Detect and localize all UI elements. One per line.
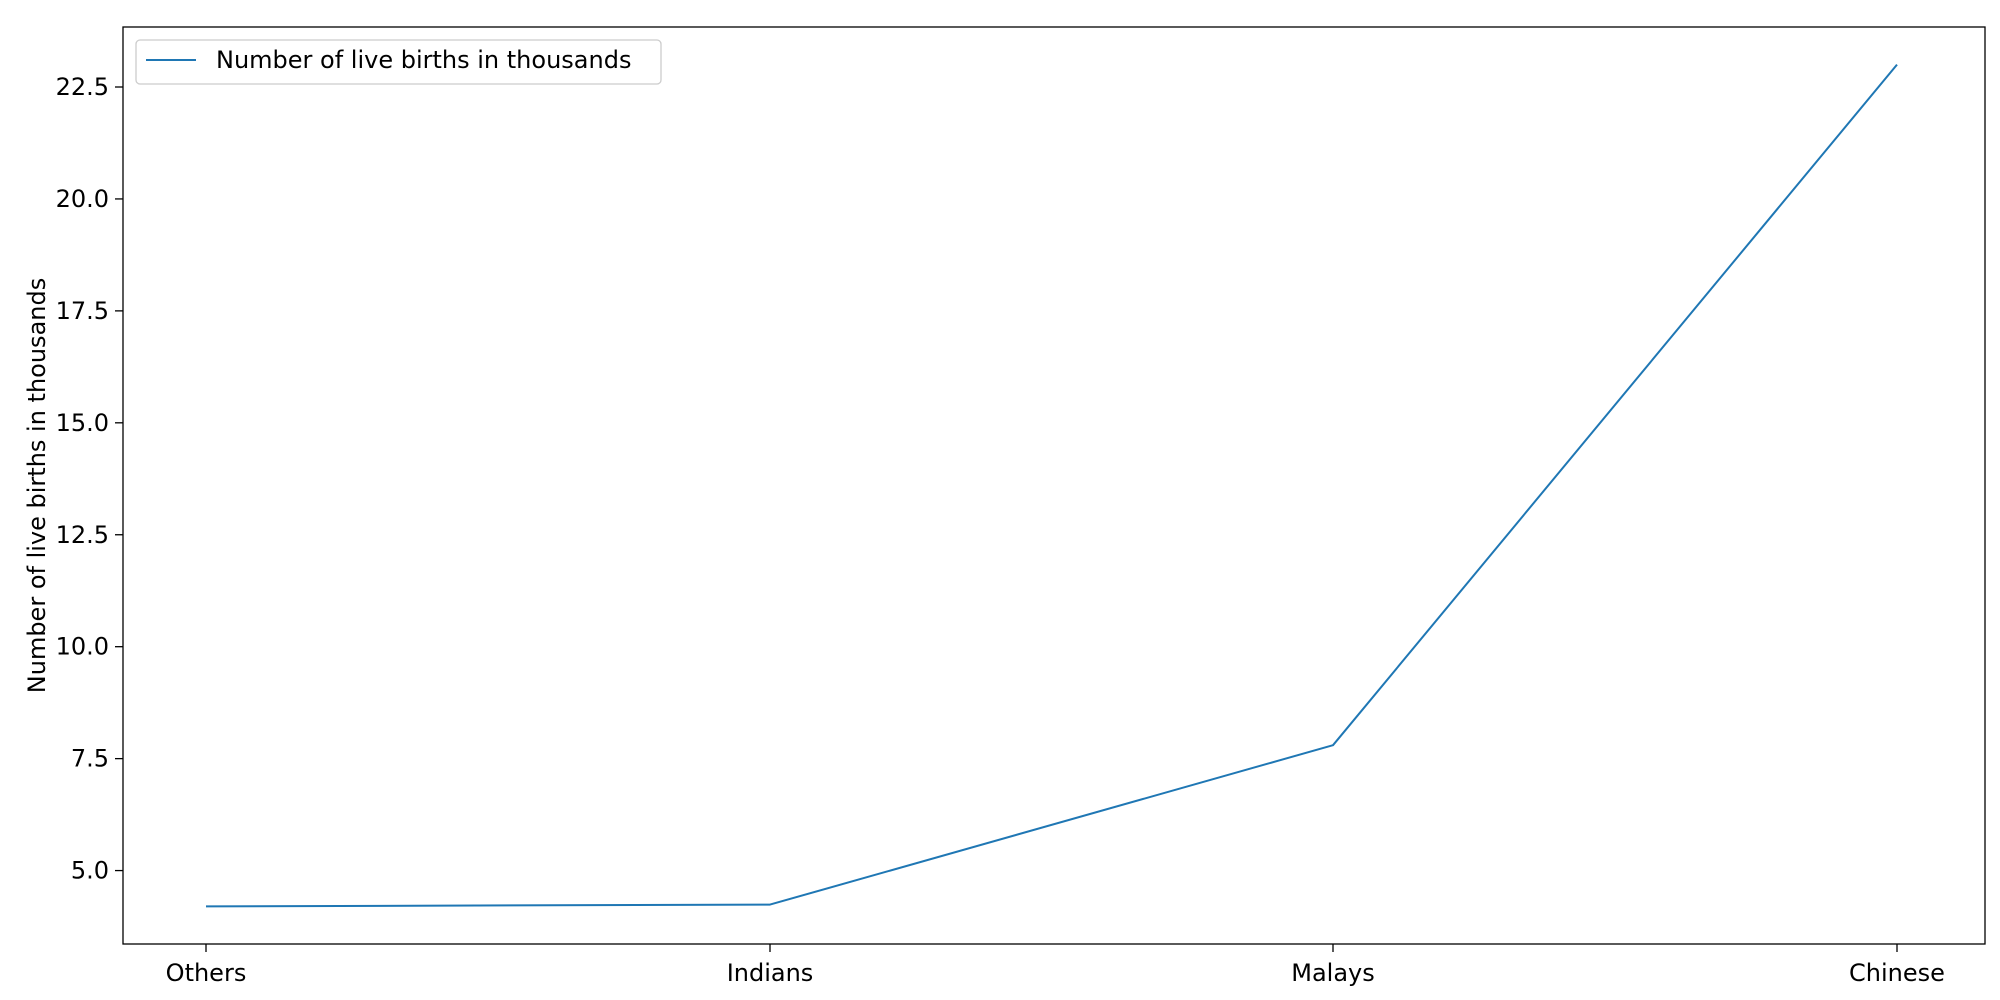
series-layer (205, 63, 1898, 908)
plot-frame (122, 26, 1986, 945)
legend-box (135, 39, 662, 85)
y-axis-label: Number of live births in thousands (23, 278, 51, 693)
y-tick-label: 22.5 (56, 73, 109, 101)
plot-area (123, 27, 1985, 944)
series-line (205, 63, 1898, 908)
y-tick-label: 15.0 (56, 409, 109, 437)
y-tick-label: 20.0 (56, 185, 109, 213)
legend: Number of live births in thousands (135, 39, 662, 85)
y-tick-label: 7.5 (71, 745, 109, 773)
x-tick-label: Chinese (1849, 959, 1945, 987)
x-tick-label: Others (166, 959, 247, 987)
legend-entry-label: Number of live births in thousands (216, 46, 631, 74)
x-tick-label: Indians (727, 959, 814, 987)
x-tick-label: Malays (1291, 959, 1375, 987)
x-axis-ticks: Others Indians Malays Chinese (166, 944, 1945, 987)
y-tick-label: 5.0 (71, 857, 109, 885)
y-tick-label: 10.0 (56, 633, 109, 661)
y-tick-label: 17.5 (56, 297, 109, 325)
y-tick-label: 12.5 (56, 521, 109, 549)
y-axis-ticks: 5.0 7.5 10.0 12.5 15.0 17.5 20.0 22.5 (56, 73, 123, 885)
